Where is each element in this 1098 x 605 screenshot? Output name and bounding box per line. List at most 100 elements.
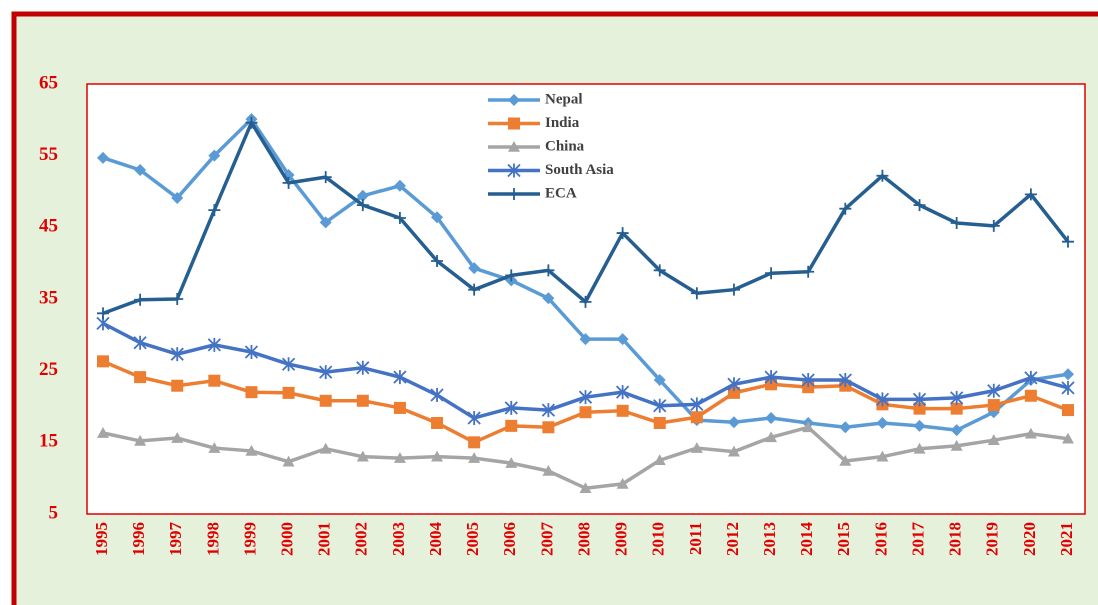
marker [430,388,444,403]
x-tick-label: 2015 [834,522,853,556]
marker [244,345,259,360]
marker [579,482,592,493]
marker [468,262,481,275]
marker [913,402,926,415]
x-tick-label: 2013 [760,522,779,556]
x-tick-label: 1997 [166,522,185,557]
marker [1062,432,1074,444]
marker [727,386,740,399]
marker [838,372,852,387]
marker [356,199,369,212]
marker [653,373,666,386]
marker [839,454,852,466]
marker [171,293,184,305]
x-tick-label: 1998 [203,522,222,556]
marker [1061,380,1075,395]
marker [207,337,221,352]
legend-label: Nepal [545,91,583,107]
marker [468,283,481,296]
legend-marker [508,117,520,130]
marker [208,374,221,387]
marker [1024,427,1037,439]
y-tick-label: 35 [39,287,58,308]
marker [282,386,295,399]
marker [245,116,258,129]
y-tick-label: 65 [39,72,58,93]
marker [765,431,778,443]
marker [133,335,147,350]
marker [653,398,667,413]
marker [171,379,184,392]
x-tick-label: 1995 [92,522,111,556]
marker [134,434,147,446]
marker [802,265,815,278]
marker [950,424,963,437]
marker [97,427,109,438]
marker [579,295,592,308]
marker [356,394,369,407]
marker [393,179,406,192]
marker [171,191,184,204]
marker [393,370,407,385]
y-tick-label: 45 [39,216,58,237]
marker [653,416,666,429]
marker [468,436,481,449]
legend-marker [508,94,520,106]
marker [578,390,593,405]
marker [542,421,555,434]
x-tick-label: 2017 [908,522,927,557]
x-tick-label: 2009 [612,522,631,556]
marker [690,397,704,412]
marker [727,416,740,429]
marker [987,399,1000,412]
marker [987,219,1000,232]
legend-label: South Asia [545,162,614,178]
marker [1062,404,1074,417]
y-tick-label: 15 [39,431,58,452]
marker [913,419,926,432]
marker [505,419,518,432]
marker [839,421,852,434]
marker [765,267,778,280]
marker [801,372,815,387]
marker [319,216,332,229]
marker [690,411,703,424]
x-tick-label: 2001 [315,522,334,556]
marker [876,450,889,462]
legend-marker [508,188,520,200]
legend-label: ECA [545,185,577,201]
x-tick-label: 2005 [463,522,482,556]
marker [912,392,927,407]
x-tick-label: 1999 [240,522,259,556]
marker [208,442,221,453]
marker [1062,368,1074,381]
x-tick-label: 2003 [389,522,408,556]
marker [727,445,740,457]
y-tick-label: 55 [39,144,58,165]
marker [913,199,926,212]
marker [542,465,555,476]
marker [393,212,406,225]
marker [579,333,592,346]
x-tick-label: 2000 [277,522,296,556]
marker [727,377,741,392]
marker [319,394,332,407]
marker [950,402,963,415]
marker [467,410,481,425]
marker [282,455,295,467]
x-tick-label: 1996 [129,522,148,556]
marker [245,444,258,456]
marker [615,385,630,400]
marker [542,292,555,305]
marker [208,204,221,217]
marker [134,293,147,306]
marker [765,411,778,424]
marker [653,454,666,466]
marker [1062,235,1074,248]
x-tick-label: 2011 [686,522,705,555]
marker [616,333,629,346]
marker [134,371,147,384]
y-tick-label: 25 [39,359,58,380]
marker [690,442,703,453]
marker [913,442,926,454]
